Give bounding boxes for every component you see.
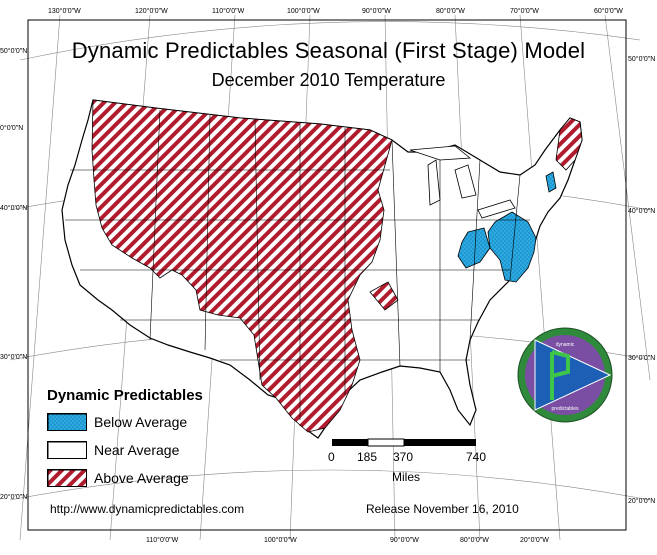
lon-label-bottom: 20°0'0"W bbox=[520, 537, 549, 544]
lon-label-top: 60°0'0"W bbox=[594, 8, 623, 15]
lat-label-right: 30°0'0"N bbox=[628, 355, 656, 362]
graticule-lon-70 bbox=[519, 14, 561, 541]
lat-label-left: 40°0'0"N bbox=[0, 205, 28, 212]
great-lakes bbox=[409, 145, 516, 219]
website-link[interactable]: http://www.dynamicpredictables.com bbox=[50, 502, 245, 516]
lon-label-bottom: 100°0'0"W bbox=[264, 537, 297, 544]
legend-label-above: Above Average bbox=[94, 470, 189, 486]
scale-tick-label: 0 bbox=[328, 450, 335, 464]
lon-label-top: 80°0'0"W bbox=[436, 8, 465, 15]
graticule-lat-20 bbox=[9, 469, 651, 501]
lon-label-top: 90°0'0"W bbox=[362, 8, 391, 15]
above-average-maine bbox=[555, 117, 583, 171]
map-frame bbox=[27, 19, 627, 531]
above-average-arkansas bbox=[369, 281, 399, 311]
map-title: Dynamic Predictables Seasonal (First Sta… bbox=[71, 38, 586, 63]
release-date: Release November 16, 2010 bbox=[366, 502, 519, 516]
scale-tick-label: 185 bbox=[357, 450, 378, 464]
graticule-lat-50 bbox=[19, 21, 641, 61]
legend-swatch-below bbox=[47, 413, 87, 431]
graticule-lon-60 bbox=[604, 14, 651, 381]
scale-units: Miles bbox=[392, 470, 421, 484]
legend-label-near: Near Average bbox=[94, 442, 180, 458]
logo-text-bottom: predictables bbox=[552, 406, 579, 412]
lon-label-top: 100°0'0"W bbox=[287, 8, 320, 15]
lon-label-top: 70°0'0"W bbox=[510, 8, 539, 15]
lat-label-left: 30°0'0"N bbox=[0, 354, 28, 361]
lon-label-bottom: 110°0'0"W bbox=[146, 537, 179, 544]
lat-label-left: 20°0'0"N bbox=[0, 494, 28, 501]
scale-tick-label: 370 bbox=[393, 450, 414, 464]
legend-title: Dynamic Predictables bbox=[47, 387, 203, 404]
below-average-appalachia bbox=[487, 211, 537, 283]
lat-label-right: 40°0'0"N bbox=[628, 208, 656, 215]
lon-label-top: 130°0'0"W bbox=[48, 8, 81, 15]
legend-swatch-near bbox=[47, 441, 87, 459]
lon-label-top: 120°0'0"W bbox=[135, 8, 168, 15]
climate-division-lines bbox=[65, 109, 530, 420]
scale-tick-label: 740 bbox=[466, 450, 487, 464]
scale-bar bbox=[332, 438, 476, 447]
lat-label-left: 50°0'0"N bbox=[0, 48, 28, 55]
lon-label-bottom: 80°0'0"W bbox=[460, 537, 489, 544]
below-average-ohio bbox=[457, 227, 491, 269]
legend-label-below: Below Average bbox=[94, 414, 188, 430]
lon-label-top: 110°0'0"W bbox=[212, 8, 245, 15]
lat-label-right: 50°0'0"N bbox=[628, 56, 656, 63]
graticule-lon-130 bbox=[19, 14, 61, 541]
lat-label-right: 20°0'0"N bbox=[628, 498, 656, 505]
map-subtitle: December 2010 Temperature bbox=[211, 70, 446, 90]
above-average-region bbox=[91, 99, 393, 433]
lat-label-left: 0°0'0"N bbox=[0, 125, 24, 132]
lon-label-bottom: 90°0'0"W bbox=[390, 537, 419, 544]
below-average-vermont bbox=[545, 171, 557, 193]
dynamic-predictables-logo: dynamic predictables bbox=[517, 327, 613, 423]
logo-text-top: dynamic bbox=[556, 342, 575, 348]
legend-swatch-above bbox=[47, 469, 87, 487]
